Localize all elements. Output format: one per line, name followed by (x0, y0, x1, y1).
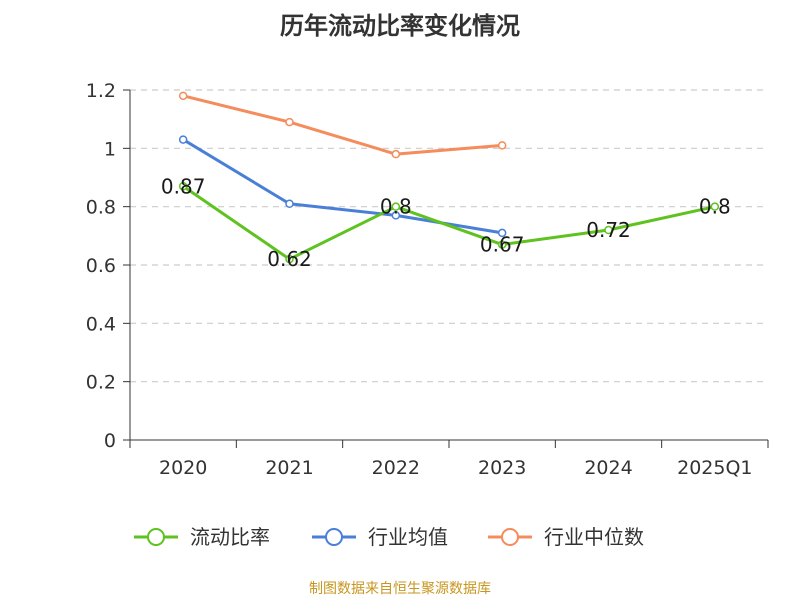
legend-label: 行业均值 (368, 525, 448, 549)
data-label: 0.62 (267, 247, 312, 271)
y-tick-label: 0.6 (86, 255, 116, 277)
data-point (285, 117, 294, 127)
data-label: 0.87 (161, 174, 206, 198)
y-tick-label: 0 (104, 430, 116, 452)
data-point (497, 141, 507, 150)
y-tick-label: 0.2 (86, 372, 116, 394)
y-tick-label: 0.4 (86, 313, 116, 335)
data-point (497, 228, 507, 238)
y-tick-label: 1 (104, 138, 116, 160)
source-note: 制图数据来自恒生聚源数据库 (309, 581, 491, 597)
data-point (285, 199, 294, 208)
y-tick-label: 0.8 (86, 197, 116, 219)
x-tick-label: 2021 (265, 457, 313, 479)
data-point (178, 182, 188, 191)
y-tick-label: 1.2 (86, 80, 116, 102)
data-point (285, 254, 294, 264)
data-point (497, 240, 507, 249)
data-point (178, 91, 188, 101)
data-point (391, 149, 401, 159)
x-tick-label: 2025Q1 (677, 457, 752, 479)
data-label: 0.8 (699, 195, 731, 219)
legend-swatch-marker (147, 528, 165, 546)
data-point (391, 211, 401, 220)
x-tick-label: 2020 (159, 457, 207, 479)
legend-swatch-marker (325, 528, 343, 546)
legend-label: 流动比率 (190, 525, 270, 549)
data-label: 0.8 (380, 195, 412, 219)
data-label: 0.67 (480, 233, 525, 257)
series-line (182, 94, 503, 156)
data-point (604, 225, 613, 235)
x-tick-label: 2022 (372, 457, 420, 479)
data-point (710, 202, 720, 211)
x-tick-label: 2023 (478, 457, 526, 479)
data-label: 0.72 (586, 218, 631, 242)
legend-swatch-marker (501, 528, 519, 546)
data-point (178, 135, 188, 144)
x-tick-label: 2024 (584, 457, 632, 479)
data-point (391, 202, 401, 211)
series-line (182, 185, 716, 261)
chart-title: 历年流动比率变化情况 (280, 12, 520, 40)
legend-label: 行业中位数 (544, 525, 644, 549)
